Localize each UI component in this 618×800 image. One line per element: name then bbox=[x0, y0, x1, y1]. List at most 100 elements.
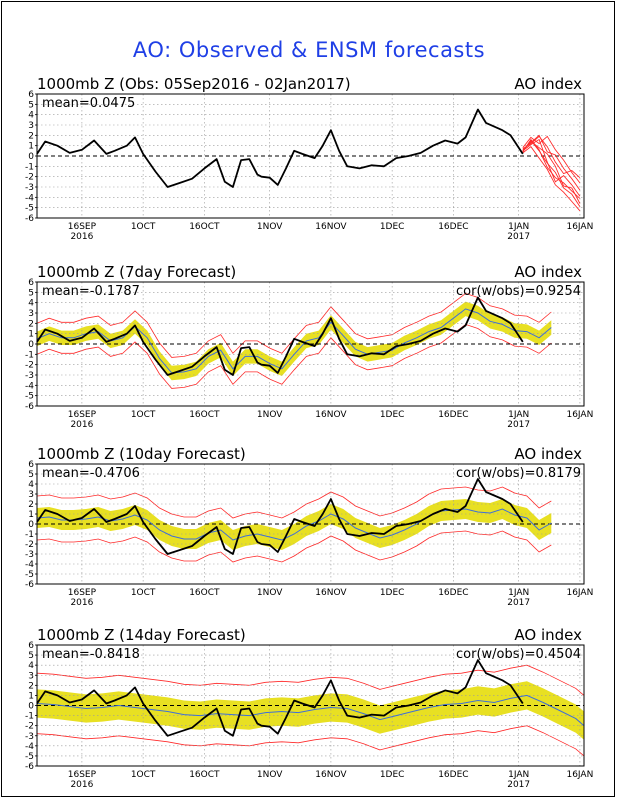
y-tick-label: -5 bbox=[25, 392, 34, 402]
y-tick-label: -3 bbox=[25, 732, 34, 742]
y-tick-label: 2 bbox=[28, 681, 34, 691]
y-tick-label: -2 bbox=[25, 173, 34, 183]
forecast-lower-bound bbox=[36, 725, 585, 757]
x-tick-label: 16NOV bbox=[315, 410, 347, 420]
x-tick-label: 1OCT bbox=[131, 222, 156, 232]
x-tick-label: 16JAN bbox=[566, 770, 593, 780]
x-tick-label: 16OCT bbox=[189, 588, 220, 598]
y-tick-label: 1 bbox=[28, 142, 34, 152]
observed-ao-line bbox=[36, 296, 524, 376]
y-tick-label: -1 bbox=[25, 530, 34, 540]
y-tick-label: 2 bbox=[28, 500, 34, 510]
y-tick-label: 1 bbox=[28, 691, 34, 701]
y-tick-label: 0 bbox=[28, 520, 34, 530]
y-tick-label: 3 bbox=[28, 309, 34, 319]
y-tick-label: -6 bbox=[25, 580, 34, 590]
x-tick-label: 1OCT bbox=[131, 588, 156, 598]
y-tick-label: 0 bbox=[28, 340, 34, 350]
y-tick-label: -1 bbox=[25, 712, 34, 722]
y-tick-label: -5 bbox=[25, 204, 34, 214]
y-tick-label: -6 bbox=[25, 402, 34, 412]
x-tick-label: 1OCT bbox=[131, 770, 156, 780]
x-tick-label: 1NOV bbox=[257, 410, 283, 420]
x-tick-label: 16SEP bbox=[68, 410, 97, 420]
forecast-mean-line bbox=[36, 694, 585, 727]
y-tick-label: 3 bbox=[28, 121, 34, 131]
panel-title: 1000mb Z (7day Forecast) bbox=[37, 263, 236, 281]
y-tick-label: -5 bbox=[25, 752, 34, 762]
y-tick-label: -3 bbox=[25, 183, 34, 193]
y-tick-label: 4 bbox=[28, 480, 34, 490]
x-tick-label: 1JAN bbox=[508, 588, 529, 598]
y-tick-label: -2 bbox=[25, 540, 34, 550]
x-tick-year: 2017 bbox=[507, 232, 530, 242]
y-tick-label: 2 bbox=[28, 319, 34, 329]
x-tick-label: 1DEC bbox=[380, 410, 405, 420]
y-tick-label: 4 bbox=[28, 661, 34, 671]
y-tick-label: 4 bbox=[28, 299, 34, 309]
y-tick-label: 3 bbox=[28, 671, 34, 681]
x-tick-year: 2016 bbox=[70, 232, 93, 242]
y-tick-label: -6 bbox=[25, 762, 34, 772]
forecast-upper-bound bbox=[36, 664, 585, 696]
ensemble-member-line bbox=[522, 146, 581, 212]
y-tick-label: 1 bbox=[28, 510, 34, 520]
x-tick-label: 16DEC bbox=[438, 770, 468, 780]
y-tick-label: 3 bbox=[28, 490, 34, 500]
ensemble-member-line bbox=[522, 138, 581, 199]
panel-right-label: AO index bbox=[514, 445, 582, 463]
mean-stat-label: mean=-0.8418 bbox=[42, 647, 140, 662]
x-tick-label: 1NOV bbox=[257, 222, 283, 232]
x-tick-label: 1NOV bbox=[257, 588, 283, 598]
x-tick-label: 16NOV bbox=[315, 770, 347, 780]
x-tick-label: 1DEC bbox=[380, 770, 405, 780]
x-tick-label: 16JAN bbox=[566, 588, 593, 598]
mean-stat-label: mean=-0.4706 bbox=[42, 466, 140, 481]
y-tick-label: 0 bbox=[28, 152, 34, 162]
x-tick-year: 2017 bbox=[507, 780, 530, 790]
panel-right-label: AO index bbox=[514, 626, 582, 644]
y-tick-label: 6 bbox=[28, 460, 34, 470]
x-tick-label: 1DEC bbox=[380, 588, 405, 598]
x-tick-label: 1DEC bbox=[380, 222, 405, 232]
x-tick-year: 2016 bbox=[70, 598, 93, 608]
panel-right-label: AO index bbox=[514, 263, 582, 281]
panel-title: 1000mb Z (10day Forecast) bbox=[37, 445, 246, 463]
forecast-mean-line bbox=[36, 508, 552, 541]
observed-ao-line bbox=[36, 478, 524, 555]
x-tick-label: 16SEP bbox=[68, 770, 97, 780]
x-tick-label: 1OCT bbox=[131, 410, 156, 420]
y-tick-label: 1 bbox=[28, 330, 34, 340]
x-tick-label: 16OCT bbox=[189, 770, 220, 780]
y-tick-label: -6 bbox=[25, 214, 34, 224]
ensemble-member-line bbox=[522, 138, 581, 197]
y-tick-label: -2 bbox=[25, 361, 34, 371]
forecast-upper-bound bbox=[36, 486, 552, 519]
y-tick-label: -3 bbox=[25, 550, 34, 560]
y-tick-label: 6 bbox=[28, 278, 34, 288]
y-tick-label: 2 bbox=[28, 131, 34, 141]
y-tick-label: -1 bbox=[25, 162, 34, 172]
x-tick-label: 16DEC bbox=[438, 588, 468, 598]
x-tick-label: 1NOV bbox=[257, 770, 283, 780]
y-tick-label: -4 bbox=[25, 381, 34, 391]
y-tick-label: 4 bbox=[28, 111, 34, 121]
x-tick-label: 1JAN bbox=[508, 770, 529, 780]
x-tick-label: 1JAN bbox=[508, 222, 529, 232]
y-tick-label: 6 bbox=[28, 641, 34, 651]
x-tick-year: 2016 bbox=[70, 420, 93, 430]
y-tick-label: -5 bbox=[25, 570, 34, 580]
mean-stat-label: mean=-0.1787 bbox=[42, 284, 140, 299]
panel-title: 1000mb Z (Obs: 05Sep2016 - 02Jan2017) bbox=[37, 75, 351, 93]
observed-ao-line bbox=[36, 659, 524, 737]
y-tick-label: -3 bbox=[25, 371, 34, 381]
y-tick-label: 5 bbox=[28, 288, 34, 298]
y-tick-label: 5 bbox=[28, 470, 34, 480]
observed-ao-line bbox=[36, 108, 524, 188]
